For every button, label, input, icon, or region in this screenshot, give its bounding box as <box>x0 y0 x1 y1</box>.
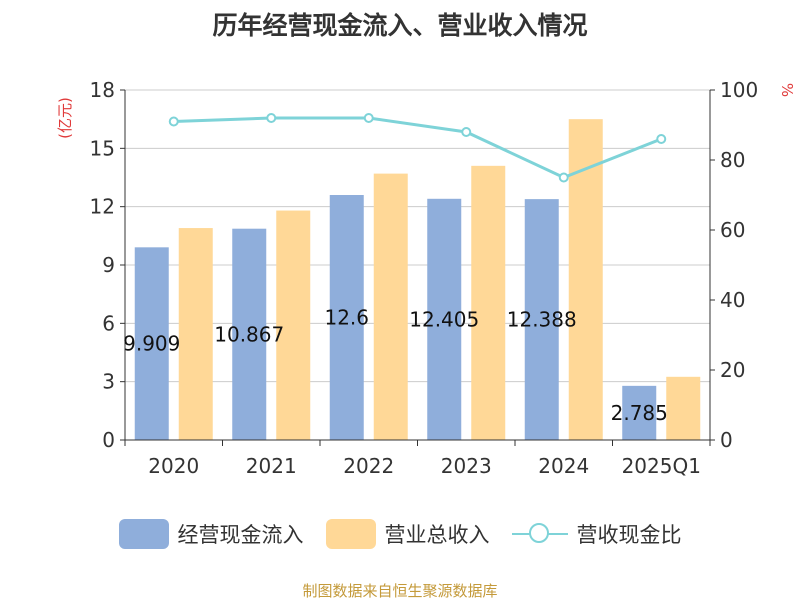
legend-item-ratio[interactable]: 营收现金比 <box>511 519 682 549</box>
legend-item-revenue[interactable]: 营业总收入 <box>325 519 490 549</box>
y-right-tick-label: 0 <box>720 428 733 452</box>
bar-revenue <box>471 165 506 441</box>
x-tick-label: 2021 <box>246 454 297 478</box>
y-axis-right-label: % <box>778 83 796 97</box>
x-tick-label: 2023 <box>441 454 492 478</box>
ratio-point <box>363 113 374 123</box>
bar-cash <box>329 195 364 440</box>
legend-swatch-revenue <box>325 519 376 549</box>
axes: 0 3 6 9 12 15 18 0 20 40 60 80 100 2020 2021 2022 2023 20… <box>90 78 759 478</box>
y-right-tick-label: 100 <box>720 78 758 102</box>
y-left-tick-label: 9 <box>102 253 115 277</box>
chart-title: 历年经营现金流入、营业收入情况 <box>212 11 588 40</box>
y-left-tick-label: 15 <box>90 136 115 160</box>
bar-cash-data-label: 12.6 <box>324 306 369 330</box>
y-left-tick-label: 18 <box>90 78 115 102</box>
ratio-point <box>266 113 277 123</box>
y-left-tick-label: 12 <box>90 195 115 219</box>
bar-cash-data-label: 12.388 <box>507 308 577 332</box>
gridlines <box>125 89 710 383</box>
ratio-point <box>168 116 179 127</box>
legend-swatch-cash <box>118 519 169 549</box>
bar-cash <box>427 198 462 440</box>
y-axis-left-label: (亿元) <box>56 97 74 139</box>
x-tick-label: 2024 <box>538 454 589 478</box>
data-labels: 9.909 10.867 12.6 12.405 12.388 2.785 <box>123 306 668 425</box>
y-right-tick-label: 40 <box>720 288 745 312</box>
y-right-tick-label: 80 <box>720 148 745 172</box>
legend-label-revenue: 营业总收入 <box>384 523 490 547</box>
bar-series <box>134 119 701 441</box>
legend-label-ratio: 营收现金比 <box>576 523 682 547</box>
bar-revenue <box>373 173 408 440</box>
y-left-tick-label: 3 <box>102 370 115 394</box>
y-right-tick-label: 60 <box>720 218 745 242</box>
legend: 经营现金流入 营业总收入 营收现金比 <box>0 516 800 552</box>
legend-item-cash[interactable]: 经营现金流入 <box>118 519 304 549</box>
y-right-tick-label: 20 <box>720 358 745 382</box>
bar-revenue <box>276 210 311 440</box>
x-tick-label: 2022 <box>343 454 394 478</box>
ratio-point <box>656 134 667 144</box>
source-note: 制图数据来自恒生聚源数据库 <box>302 582 498 600</box>
ratio-point <box>461 127 472 137</box>
legend-swatch-ratio <box>511 519 568 549</box>
bar-cash <box>622 385 657 440</box>
x-tick-label: 2020 <box>148 454 199 478</box>
bar-revenue <box>178 228 213 440</box>
legend-label-cash: 经营现金流入 <box>177 523 304 547</box>
ratio-line-series <box>168 113 667 183</box>
bar-cash-data-label: 10.867 <box>214 322 284 346</box>
bar-cash <box>524 199 559 440</box>
ratio-line <box>173 116 662 180</box>
x-tick-label: 2025Q1 <box>622 454 701 478</box>
bar-revenue <box>666 376 701 440</box>
y-left-tick-label: 0 <box>102 428 115 452</box>
bar-cash <box>232 228 267 440</box>
bar-cash-data-label: 12.405 <box>409 307 479 331</box>
y-left-tick-label: 6 <box>102 311 115 335</box>
ratio-point <box>558 172 569 183</box>
bar-cash <box>134 247 169 440</box>
bar-cash-data-label: 2.785 <box>611 401 668 425</box>
bar-cash-data-label: 9.909 <box>123 332 180 356</box>
